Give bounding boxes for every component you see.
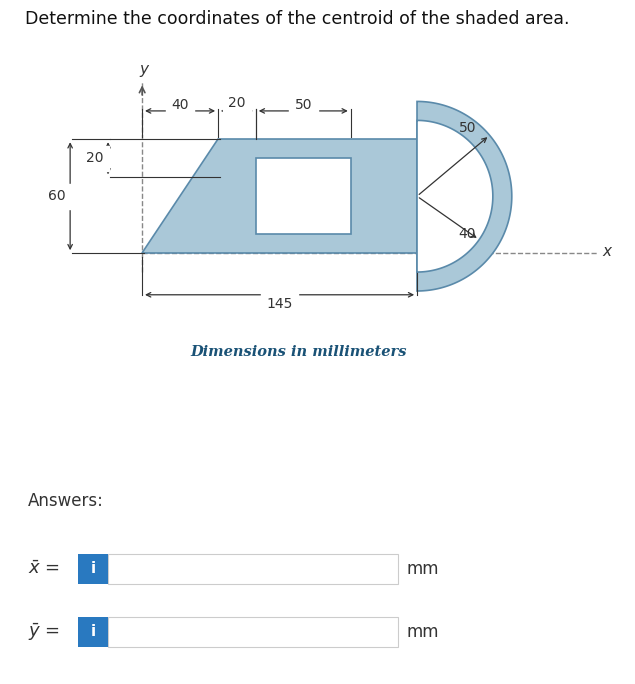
- Polygon shape: [417, 101, 512, 291]
- Bar: [256, 158, 351, 234]
- Text: i: i: [90, 624, 95, 640]
- Bar: [78, 554, 108, 584]
- Polygon shape: [417, 120, 493, 272]
- Text: 50: 50: [458, 121, 476, 135]
- Text: Determine the coordinates of the centroid of the shaded area.: Determine the coordinates of the centroi…: [25, 10, 570, 28]
- Text: x: x: [603, 244, 612, 259]
- Text: 40: 40: [171, 98, 189, 112]
- Text: 145: 145: [267, 298, 293, 311]
- Text: $\bar{x}$ =: $\bar{x}$ =: [28, 560, 60, 578]
- Text: 40: 40: [458, 227, 476, 241]
- Text: 50: 50: [295, 98, 312, 112]
- Text: 20: 20: [228, 96, 246, 110]
- Text: i: i: [90, 562, 95, 577]
- Polygon shape: [142, 140, 417, 253]
- Text: Dimensions in millimeters: Dimensions in millimeters: [190, 345, 407, 358]
- Bar: [108, 617, 398, 647]
- Text: Answers:: Answers:: [28, 492, 104, 510]
- Text: mm: mm: [406, 623, 439, 641]
- Text: 60: 60: [48, 189, 65, 203]
- Bar: [78, 617, 108, 647]
- Bar: [108, 554, 398, 584]
- Text: y: y: [140, 62, 149, 77]
- Text: 20: 20: [86, 151, 104, 166]
- Text: $\bar{y}$ =: $\bar{y}$ =: [28, 621, 60, 643]
- Text: mm: mm: [406, 560, 439, 578]
